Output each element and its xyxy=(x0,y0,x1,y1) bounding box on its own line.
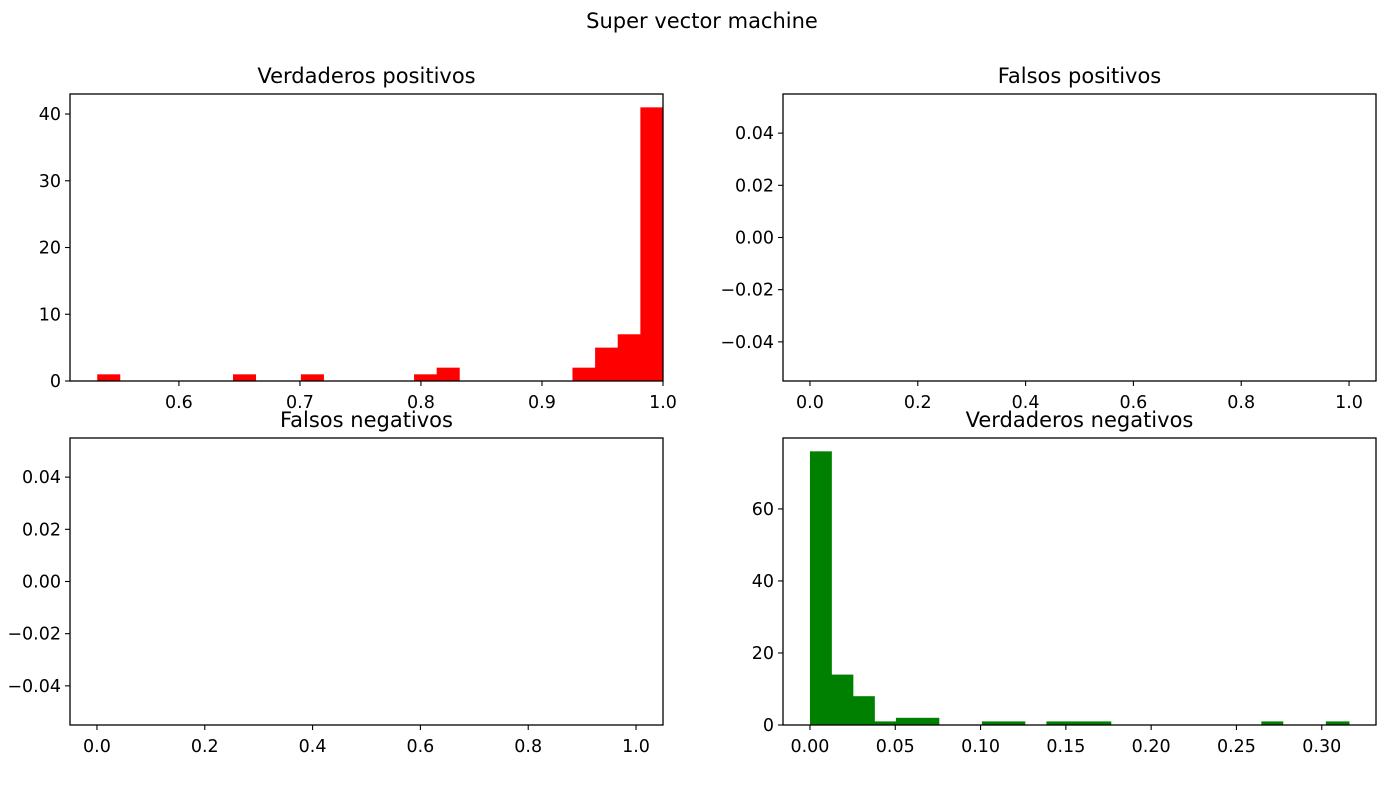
subplot-fn: Falsos negativos 0.0 0.2 0.4 0.6 0.8 1.0 −0.04 −… xyxy=(7,408,664,757)
y-tick-label: 0.00 xyxy=(735,229,774,249)
x-tick-label: 0.9 xyxy=(528,393,556,413)
histogram-bar xyxy=(981,721,1004,725)
figure-title: Super vector machine xyxy=(586,9,818,33)
y-tick-label: 40 xyxy=(752,572,774,592)
y-tick-label: 40 xyxy=(39,105,61,125)
x-tick-label: 0.4 xyxy=(1012,393,1040,413)
x-tick-label: 1.0 xyxy=(649,393,677,413)
histogram-bar xyxy=(831,674,854,725)
y-tick-label: 10 xyxy=(39,305,61,325)
subplot-fp: Falsos positivos 0.0 0.2 0.4 0.6 0.8 1.0 −0.04 −… xyxy=(720,64,1377,413)
subplot-title: Verdaderos positivos xyxy=(257,64,475,88)
x-tick-label: 0.10 xyxy=(961,737,1000,757)
histogram-bar xyxy=(809,451,832,725)
histogram-bar xyxy=(917,717,940,725)
y-tick-label: 60 xyxy=(752,500,774,520)
y-tick-label: 0.00 xyxy=(22,573,61,593)
histogram-bar xyxy=(1325,721,1350,725)
subplot-tn: Verdaderos negativos 0.00 0.05 0.10 0.15 0.20… xyxy=(752,408,1377,757)
x-tick-label: 0.0 xyxy=(83,737,111,757)
x-tick-label: 0.6 xyxy=(1119,393,1147,413)
y-tick-label: −0.02 xyxy=(7,625,61,645)
subplot-grid: Verdaderos positivos 0.6 0.7 0.8 0.9 1.0 0 10 20… xyxy=(7,64,1377,757)
axes-frame xyxy=(782,437,1377,726)
histogram-bar xyxy=(617,334,641,381)
y-tick-label: 0.02 xyxy=(22,520,61,540)
x-tick-label: 0.05 xyxy=(876,737,915,757)
y-tick-label: 0 xyxy=(763,716,774,736)
x-tick-label: 0.8 xyxy=(514,737,542,757)
x-tick-label: 0.4 xyxy=(299,737,327,757)
histogram-bar xyxy=(1046,721,1069,725)
histogram-bar xyxy=(1089,721,1112,725)
histogram-bar xyxy=(1261,721,1284,725)
x-tick-label: 0.0 xyxy=(796,393,824,413)
subplot-title: Falsos positivos xyxy=(998,64,1162,88)
y-tick-label: 0 xyxy=(50,372,61,392)
x-tick-label: 0.2 xyxy=(904,393,932,413)
histogram-bar xyxy=(595,347,619,381)
subplot-tp: Verdaderos positivos 0.6 0.7 0.8 0.9 1.0 0 10 20… xyxy=(39,64,677,413)
histogram-bar xyxy=(300,374,324,381)
subplot-title: Verdaderos negativos xyxy=(966,408,1194,432)
x-tick-label: 0.8 xyxy=(1227,393,1255,413)
axes-frame xyxy=(69,437,664,726)
axes-frame xyxy=(782,93,1377,382)
y-tick-label: 0.04 xyxy=(735,124,774,144)
y-tick-label: −0.04 xyxy=(720,333,774,353)
histogram-bar xyxy=(874,721,897,725)
x-tick-label: 0.6 xyxy=(406,737,434,757)
x-tick-label: 0.8 xyxy=(407,393,435,413)
histogram-bar xyxy=(1003,721,1026,725)
y-tick-label: 30 xyxy=(39,172,61,192)
x-tick-label: 0.25 xyxy=(1217,737,1256,757)
axes-frame xyxy=(69,93,664,382)
x-tick-label: 0.2 xyxy=(191,737,219,757)
histogram-bar xyxy=(572,367,596,381)
x-tick-label: 0.15 xyxy=(1046,737,1085,757)
x-tick-label: 0.6 xyxy=(165,393,193,413)
x-tick-label: 1.0 xyxy=(622,737,650,757)
subplot-title: Falsos negativos xyxy=(280,408,453,432)
y-tick-label: −0.02 xyxy=(720,281,774,301)
y-tick-label: 0.04 xyxy=(22,468,61,488)
histogram-bar xyxy=(640,107,664,381)
histogram-bar xyxy=(436,367,460,381)
y-tick-label: −0.04 xyxy=(7,677,61,697)
x-tick-label: 1.0 xyxy=(1335,393,1363,413)
x-tick-label: 0.7 xyxy=(286,393,314,413)
x-tick-label: 0.20 xyxy=(1132,737,1171,757)
histogram-bar xyxy=(1067,721,1090,725)
histogram-bar xyxy=(233,374,257,381)
x-tick-label: 0.30 xyxy=(1302,737,1341,757)
y-tick-label: 0.02 xyxy=(735,176,774,196)
histogram-bar xyxy=(852,696,875,725)
histogram-bar xyxy=(895,717,918,725)
y-tick-label: 20 xyxy=(752,644,774,664)
y-tick-label: 20 xyxy=(39,239,61,259)
histogram-bar xyxy=(97,374,121,381)
x-tick-label: 0.00 xyxy=(790,737,829,757)
histogram-bar xyxy=(414,374,438,381)
